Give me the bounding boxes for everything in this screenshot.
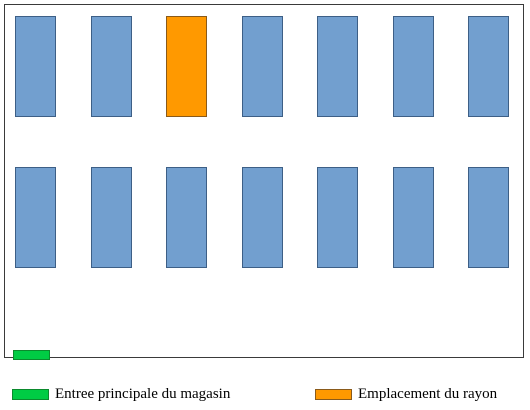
legend: Entree principale du magasin Emplacement… (0, 380, 530, 410)
shelf-r1-c5 (317, 16, 358, 117)
entrance-swatch (12, 388, 49, 400)
shelf-r2-c1 (15, 167, 56, 268)
legend-label-location: Emplacement du rayon (358, 385, 498, 402)
main-entrance-marker (13, 350, 50, 360)
location-swatch (315, 388, 352, 400)
shelf-r2-c2 (91, 167, 132, 268)
shelf-r1-c6 (393, 16, 434, 117)
shelf-r2-c3 (166, 167, 207, 268)
legend-label-entrance: Entree principale du magasin (55, 385, 231, 402)
shelf-r1-c7 (468, 16, 509, 117)
shelf-r2-c6 (393, 167, 434, 268)
shelf-r2-c4 (242, 167, 283, 268)
legend-item-entrance: Entree principale du magasin (12, 380, 230, 408)
shelf-r2-c5 (317, 167, 358, 268)
legend-item-location: Emplacement du rayon (315, 380, 497, 408)
store-floor-plan (4, 4, 524, 360)
shelf-r1-c1 (15, 16, 56, 117)
shelf-r2-c7 (468, 167, 509, 268)
shelf-r1-c2 (91, 16, 132, 117)
shelf-r1-c4 (242, 16, 283, 117)
highlighted-shelf (166, 16, 207, 117)
